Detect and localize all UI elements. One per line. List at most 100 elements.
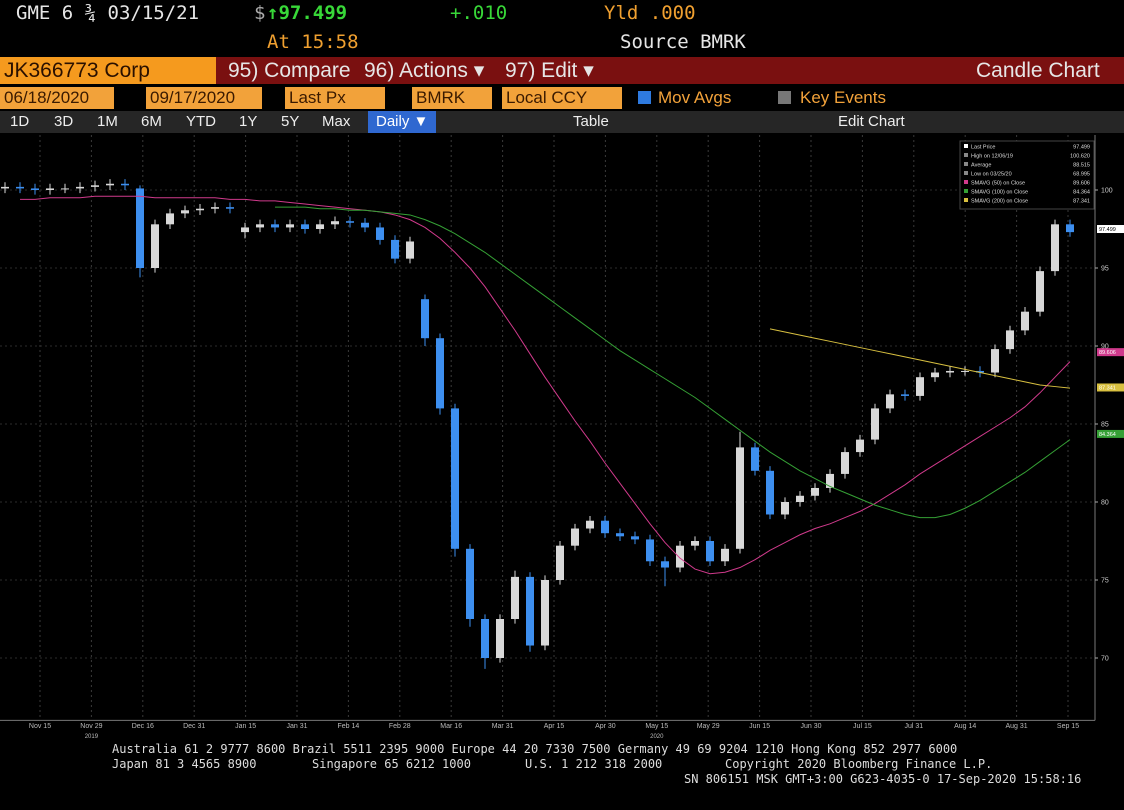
footer-copyright: Copyright 2020 Bloomberg Finance L.P.: [725, 757, 993, 771]
x-tick-label: Nov 15: [29, 723, 51, 730]
moving-average-line: [769, 328, 1071, 389]
candle-body: [76, 186, 84, 189]
legend-swatch: [964, 153, 968, 157]
range-button[interactable]: 5Y: [281, 113, 300, 130]
field-select[interactable]: Last Px: [285, 87, 385, 109]
candle-body: [1, 186, 9, 189]
candle-body: [16, 186, 24, 189]
currency: $: [254, 2, 266, 24]
actions-button[interactable]: 96) Actions ▾: [364, 59, 485, 82]
currency-select[interactable]: Local CCY: [502, 87, 622, 109]
legend-box: [959, 140, 1095, 210]
candle-body: [196, 208, 204, 211]
legend-label: High on 12/06/19: [971, 154, 1013, 160]
candle-body: [691, 541, 699, 546]
legend-value: 97.499: [1073, 145, 1090, 151]
legend-value: 68.995: [1073, 172, 1090, 178]
candle-body: [1036, 271, 1044, 312]
range-button[interactable]: YTD: [186, 113, 216, 130]
candle-body: [1006, 330, 1014, 350]
compare-button[interactable]: 95) Compare: [228, 59, 351, 82]
candle-body: [541, 580, 549, 646]
x-tick-label: May 15: [645, 723, 668, 730]
last-value-tag-label: 84.364: [1099, 432, 1116, 438]
x-year-label: 2020: [650, 734, 664, 740]
candle-body: [646, 539, 654, 562]
candle-body: [661, 561, 669, 568]
range-button[interactable]: 1D: [10, 113, 30, 130]
edit-chart-button[interactable]: Edit Chart: [838, 113, 905, 130]
candle-body: [391, 239, 399, 259]
x-tick-label: Jun 30: [800, 723, 821, 730]
view-title: Candle Chart: [976, 59, 1100, 82]
candle-body: [406, 241, 414, 259]
last-value-tag-label: 87.341: [1099, 385, 1116, 391]
candle-body: [106, 183, 114, 186]
candle-body: [721, 548, 729, 562]
range-button[interactable]: Max: [322, 113, 351, 130]
x-tick-label: Jan 15: [235, 723, 256, 730]
footer-japan: Japan 81 3 4565 8900: [112, 757, 257, 771]
candle-body: [31, 188, 39, 190]
period-select[interactable]: Daily ▼: [368, 111, 437, 133]
candle-body: [916, 377, 924, 396]
table-button[interactable]: Table: [573, 113, 609, 130]
candle-body: [946, 370, 954, 373]
candle-body: [241, 227, 249, 233]
last-value-tag-label: 89.606: [1099, 350, 1116, 356]
legend-label: SMAVG (200) on Close: [971, 199, 1028, 205]
mov-avgs-checkbox[interactable]: [638, 91, 651, 104]
last-value-tag: [1097, 383, 1124, 392]
edit-button[interactable]: 97) Edit ▾: [505, 59, 594, 82]
x-year-label: 2019: [85, 734, 99, 740]
candle-body: [91, 185, 99, 187]
last-value-tag-label: 97.499: [1099, 227, 1116, 233]
x-tick-label: Sep 15: [1057, 723, 1079, 730]
footer-singapore: Singapore 65 6212 1000: [312, 757, 471, 771]
candle-body: [811, 487, 819, 496]
candle-body: [301, 224, 309, 229]
y-tick-label: 80: [1101, 500, 1109, 507]
last-value-tag: [1097, 429, 1124, 438]
candle-body: [556, 545, 564, 580]
range-button[interactable]: 1Y: [239, 113, 258, 130]
candle-body: [571, 528, 579, 546]
x-tick-label: Jul 31: [904, 723, 923, 730]
candle-body: [286, 224, 294, 228]
candle-body: [886, 394, 894, 409]
legend-swatch: [964, 180, 968, 184]
candle-body: [331, 221, 339, 225]
range-button[interactable]: 3D: [54, 113, 74, 130]
candle-body: [151, 224, 159, 268]
candle-body: [496, 619, 504, 658]
ticker: GME 6 ¾ 03/15/21: [16, 2, 200, 24]
range-button[interactable]: 6M: [141, 113, 162, 130]
key-events-checkbox[interactable]: [778, 91, 791, 104]
mov-avgs-label[interactable]: Mov Avgs: [658, 88, 732, 107]
moving-average-line: [20, 195, 1071, 575]
source-field[interactable]: BMRK: [412, 87, 492, 109]
legend-value: 87.341: [1073, 199, 1090, 205]
candle-body: [1066, 224, 1074, 233]
candle-body: [871, 408, 879, 440]
range-button[interactable]: 1M: [97, 113, 118, 130]
candle-body: [766, 470, 774, 515]
x-tick-label: Feb 14: [338, 723, 360, 730]
legend-swatch: [964, 162, 968, 166]
key-events-label[interactable]: Key Events: [800, 88, 886, 107]
end-date[interactable]: 09/17/2020: [146, 87, 262, 109]
x-tick-label: Jun 15: [749, 723, 770, 730]
candle-body: [901, 394, 909, 396]
security-field[interactable]: JK366773 Corp: [0, 57, 216, 84]
candle-body: [586, 520, 594, 529]
yield: Yld .000: [604, 2, 696, 24]
legend-value: 89.606: [1073, 181, 1090, 187]
legend-label: SMAVG (100) on Close: [971, 190, 1028, 196]
candle-body: [796, 495, 804, 502]
x-tick-label: Dec 31: [183, 723, 205, 730]
toolbar: [0, 111, 1124, 133]
candle-body: [601, 520, 609, 534]
start-date[interactable]: 06/18/2020: [0, 87, 114, 109]
candle-body: [466, 548, 474, 619]
